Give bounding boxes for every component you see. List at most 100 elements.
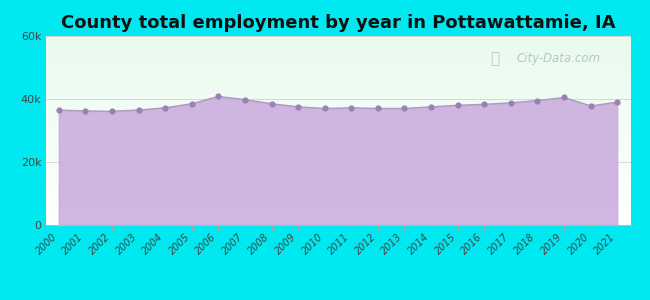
Bar [46,44,630,45]
Bar [46,95,630,97]
Bar [46,54,630,55]
Bar [46,70,630,71]
Point [559,95,569,100]
Bar [46,68,630,69]
Point [506,100,516,105]
Bar [46,212,630,213]
Bar [46,86,630,87]
Bar [46,176,630,177]
Bar [46,78,630,79]
Bar [46,104,630,105]
Bar [46,203,630,204]
Bar [46,181,630,182]
Bar [46,170,630,171]
Bar [46,59,630,60]
Bar [46,130,630,131]
Bar [46,215,630,217]
Bar [46,213,630,214]
Bar [46,182,630,183]
Bar [46,88,630,89]
Bar [46,185,630,186]
Bar [46,187,630,188]
Bar [46,201,630,202]
Text: City-Data.com: City-Data.com [517,52,601,65]
Bar [46,126,630,127]
Bar [46,48,630,49]
Bar [46,47,630,48]
Bar [46,62,630,63]
Bar [46,61,630,62]
Bar [46,91,630,92]
Bar [46,93,630,94]
Bar [46,214,630,215]
Bar [46,221,630,222]
Point [266,101,277,106]
Bar [46,112,630,113]
Bar [46,108,630,109]
Bar [46,146,630,147]
Point [240,97,250,102]
Bar [46,198,630,199]
Bar [46,160,630,161]
Bar [46,164,630,166]
Bar [46,107,630,108]
Bar [46,153,630,154]
Bar [46,94,630,95]
Bar [46,72,630,73]
Bar [46,66,630,67]
Bar [46,50,630,51]
Bar [46,222,630,223]
Bar [46,121,630,122]
Bar [46,123,630,124]
Bar [46,41,630,42]
Bar [46,204,630,205]
Bar [46,193,630,194]
Bar [46,171,630,172]
Bar [46,46,630,47]
Bar [46,223,630,224]
Point [426,104,436,109]
Bar [46,58,630,59]
Bar [46,184,630,185]
Bar [46,109,630,110]
Bar [46,128,630,129]
Bar [46,220,630,221]
Bar [46,106,630,107]
Bar [46,196,630,197]
Bar [46,89,630,90]
Bar [46,51,630,52]
Bar [46,42,630,43]
Point [53,108,64,112]
Bar [46,65,630,66]
Point [80,109,90,113]
Bar [46,209,630,210]
Bar [46,148,630,149]
Bar [46,169,630,170]
Bar [46,87,630,88]
Bar [46,191,630,192]
Bar [46,179,630,180]
Bar [46,142,630,143]
Bar [46,118,630,119]
Bar [46,37,630,38]
Bar [46,83,630,84]
Bar [46,158,630,159]
Bar [46,125,630,126]
Bar [46,177,630,178]
Bar [46,99,630,100]
Bar [46,194,630,195]
Bar [46,217,630,218]
Bar [46,202,630,203]
Bar [46,168,630,169]
Bar [46,101,630,102]
Bar [46,136,630,137]
Bar [46,156,630,157]
Bar [46,45,630,46]
Bar [46,67,630,68]
Bar [46,145,630,146]
Bar [46,200,630,201]
Bar [46,178,630,179]
Bar [46,172,630,173]
Bar [46,150,630,151]
Bar [46,76,630,78]
